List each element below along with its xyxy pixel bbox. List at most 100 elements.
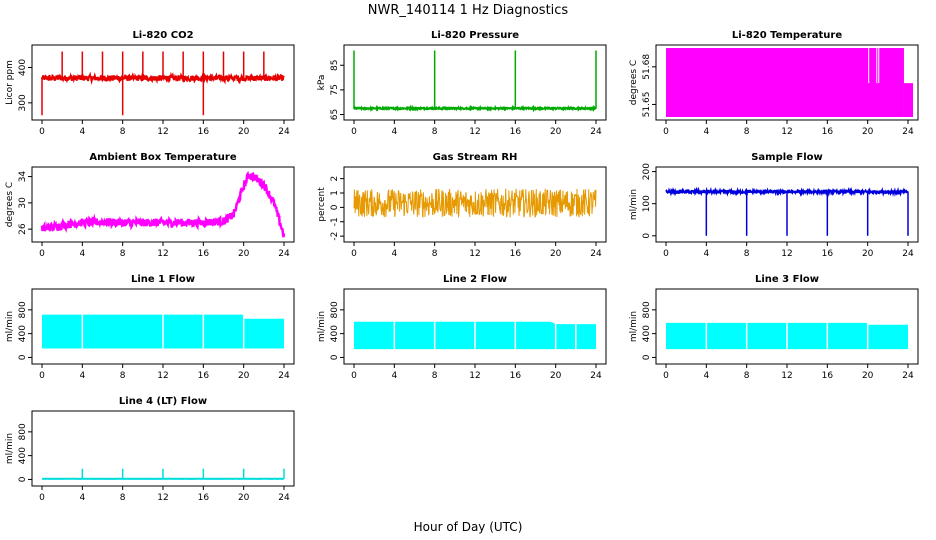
x-tick-label: 4 <box>391 249 397 259</box>
y-tick-label: 400 <box>18 447 28 464</box>
x-tick-label: 12 <box>469 127 480 137</box>
x-tick-label: 16 <box>198 249 210 259</box>
x-tick-label: 16 <box>510 127 522 137</box>
y-axis-label: kPa <box>317 75 327 91</box>
x-tick-label: 20 <box>238 249 250 259</box>
x-tick-label: 4 <box>391 371 397 381</box>
x-tick-label: 24 <box>902 371 914 381</box>
panel-title: Li-820 CO2 <box>132 30 193 41</box>
x-tick-label: 4 <box>703 371 709 381</box>
x-tick-label: 0 <box>39 371 45 381</box>
x-tick-label: 0 <box>351 127 357 137</box>
y-tick-label: 0 <box>18 354 28 360</box>
x-tick-label: 4 <box>703 127 709 137</box>
panel-title: Ambient Box Temperature <box>89 152 236 163</box>
panel-title: Sample Flow <box>751 152 823 163</box>
x-tick-label: 8 <box>432 371 438 381</box>
y-tick-label: 65 <box>330 109 340 120</box>
y-tick-label: 400 <box>642 325 652 342</box>
y-tick-label: 75 <box>330 84 340 95</box>
x-tick-label: 20 <box>862 249 874 259</box>
y-tick-label: 200 <box>642 163 652 180</box>
x-tick-label: 12 <box>781 127 792 137</box>
plot-area <box>40 170 286 238</box>
y-tick-label: 400 <box>330 325 340 342</box>
x-tick-label: 24 <box>902 249 914 259</box>
plot-area <box>353 188 597 219</box>
x-tick-label: 4 <box>79 493 85 503</box>
x-tick-label: 20 <box>238 371 250 381</box>
x-tick-label: 12 <box>157 371 168 381</box>
x-tick-label: 24 <box>590 371 602 381</box>
panel-title: Line 1 Flow <box>131 274 195 285</box>
y-tick-label: 30 <box>18 197 28 209</box>
y-tick-label: 100 <box>642 195 652 212</box>
x-tick-label: 24 <box>590 249 602 259</box>
x-tick-label: 20 <box>862 127 874 137</box>
panel-title: Line 3 Flow <box>755 274 819 285</box>
x-tick-label: 24 <box>278 493 290 503</box>
x-tick-label: 12 <box>469 249 480 259</box>
x-tick-label: 8 <box>120 127 126 137</box>
y-tick-label: -1 <box>330 217 340 226</box>
y-tick-label: 51.68 <box>642 54 652 80</box>
x-tick-label: 12 <box>469 371 480 381</box>
y-tick-label: 800 <box>18 301 28 318</box>
y-axis-label: ml/min <box>629 189 639 220</box>
y-axis-label: ml/min <box>317 311 327 342</box>
x-tick-label: 12 <box>157 493 168 503</box>
y-tick-label: 34 <box>18 171 28 183</box>
x-tick-label: 0 <box>39 249 45 259</box>
x-tick-label: 12 <box>781 249 792 259</box>
series-fill <box>903 83 914 117</box>
x-tick-label: 0 <box>351 371 357 381</box>
x-axis-title: Hour of Day (UTC) <box>414 520 523 534</box>
x-tick-label: 16 <box>822 127 834 137</box>
x-tick-label: 24 <box>278 249 290 259</box>
y-axis-label: ml/min <box>5 433 15 464</box>
x-tick-label: 8 <box>432 249 438 259</box>
x-tick-label: 0 <box>663 371 669 381</box>
panel-title: Line 2 Flow <box>443 274 507 285</box>
y-tick-label: 800 <box>642 301 652 318</box>
y-axis-label: percent <box>317 187 327 222</box>
x-tick-label: 16 <box>510 249 522 259</box>
x-tick-label: 0 <box>663 249 669 259</box>
panel-title: Li-820 Temperature <box>732 30 842 41</box>
plot-area <box>666 48 914 117</box>
x-tick-label: 8 <box>120 493 126 503</box>
x-tick-label: 24 <box>902 127 914 137</box>
figure-title: NWR_140114 1 Hz Diagnostics <box>368 3 569 18</box>
x-tick-label: 24 <box>278 127 290 137</box>
panel-title: Line 4 (LT) Flow <box>119 396 207 407</box>
series-line <box>353 104 597 113</box>
x-tick-label: 12 <box>157 249 168 259</box>
series-line <box>40 170 286 238</box>
x-tick-label: 4 <box>703 249 709 259</box>
x-tick-label: 8 <box>120 249 126 259</box>
panel-title: Gas Stream RH <box>433 152 518 163</box>
x-tick-label: 4 <box>79 127 85 137</box>
x-tick-label: 20 <box>238 127 250 137</box>
y-tick-label: 0 <box>18 476 28 482</box>
x-tick-label: 16 <box>822 249 834 259</box>
plot-area <box>666 292 908 350</box>
x-tick-label: 16 <box>198 371 210 381</box>
y-tick-label: 0 <box>330 354 340 360</box>
x-tick-label: 8 <box>432 127 438 137</box>
x-tick-label: 16 <box>198 127 210 137</box>
x-tick-label: 8 <box>744 127 750 137</box>
y-tick-label: 400 <box>18 325 28 342</box>
y-tick-label: 0 <box>330 204 340 210</box>
x-tick-label: 8 <box>120 371 126 381</box>
y-tick-label: 85 <box>330 60 340 71</box>
y-axis-label: degrees C <box>5 182 15 227</box>
y-tick-label: 300 <box>18 94 28 111</box>
